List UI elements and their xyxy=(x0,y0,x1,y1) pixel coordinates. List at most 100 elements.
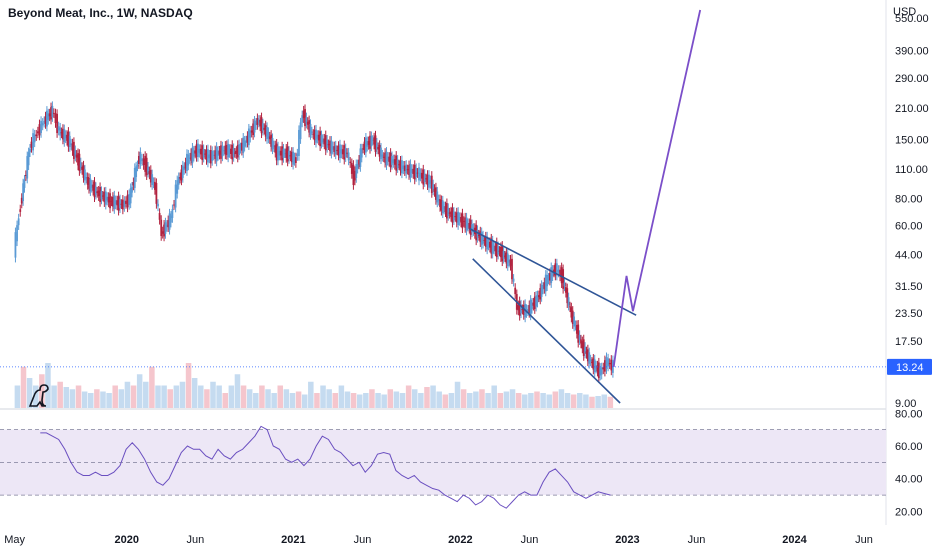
volume-bar xyxy=(424,387,430,408)
candle-body xyxy=(557,269,560,273)
volume-bar xyxy=(540,393,546,408)
volume-bar xyxy=(491,385,497,408)
candle-body xyxy=(585,351,588,354)
candle-body xyxy=(385,151,388,166)
candle-body xyxy=(306,121,309,125)
candle-body xyxy=(145,157,148,176)
candle-body xyxy=(542,286,544,290)
volume-bar xyxy=(381,394,387,408)
candle-body xyxy=(46,110,48,127)
candle-body xyxy=(56,113,58,134)
candle-body xyxy=(422,169,425,185)
candle-body xyxy=(393,159,396,165)
candle-body xyxy=(224,145,227,155)
candle-body xyxy=(395,155,398,171)
candle-body xyxy=(135,166,138,178)
candle-body xyxy=(88,177,90,189)
candle-body xyxy=(201,145,204,161)
rsi-line xyxy=(40,425,611,509)
price-tick-label: 110.00 xyxy=(895,164,928,176)
volume-bar xyxy=(222,393,228,408)
volume-bar xyxy=(75,385,82,408)
candle-body xyxy=(547,277,550,280)
candle-body xyxy=(329,140,331,152)
candle-body xyxy=(71,143,74,152)
candle-body xyxy=(222,150,225,152)
trendline-upper xyxy=(469,227,637,316)
volume-bar xyxy=(216,385,222,408)
candle-body xyxy=(373,137,376,145)
candle-body xyxy=(423,173,426,183)
candle-body xyxy=(267,131,270,139)
candle-body xyxy=(578,334,581,341)
volume-bar xyxy=(411,389,418,408)
candle-body xyxy=(41,122,44,126)
candle-body xyxy=(564,287,567,293)
candle-body xyxy=(458,217,461,221)
candle-body xyxy=(89,178,92,192)
rsi-tick-label: 40.00 xyxy=(895,474,923,486)
candle-body xyxy=(132,182,135,186)
candle-body xyxy=(535,295,538,307)
candle-body xyxy=(73,141,75,159)
volume-bar xyxy=(583,394,589,408)
candle-body xyxy=(465,217,468,231)
volume-bar xyxy=(314,393,320,408)
candle-body xyxy=(602,367,605,370)
candle-body xyxy=(331,146,334,150)
price-tick-label: 17.50 xyxy=(895,336,923,348)
candle-body xyxy=(443,206,446,210)
candle-body xyxy=(33,134,36,143)
candle-body xyxy=(533,296,536,310)
candle-body xyxy=(32,133,34,151)
candle-body xyxy=(133,167,136,188)
volume-bar xyxy=(577,393,583,408)
candle-body xyxy=(347,152,350,161)
candle-body xyxy=(555,263,558,276)
candle-body xyxy=(532,302,535,306)
candle-body xyxy=(499,246,502,258)
dinosaur-icon xyxy=(28,384,49,407)
volume-bar xyxy=(271,393,277,408)
candle-body xyxy=(468,223,471,229)
volume-bar xyxy=(479,389,485,408)
volume-bar xyxy=(589,396,595,408)
volume-bar xyxy=(418,393,424,408)
volume-bar xyxy=(387,389,394,408)
candle-body xyxy=(187,154,190,166)
volume-bar xyxy=(57,381,63,408)
x-tick-label: Jun xyxy=(521,534,539,546)
candle-body xyxy=(114,200,117,205)
candle-body xyxy=(59,127,62,136)
volume-bar xyxy=(509,389,516,408)
volume-bar xyxy=(405,385,412,408)
candle-body xyxy=(301,115,304,123)
candle-body xyxy=(324,135,327,151)
price-tick-label: 80.00 xyxy=(895,194,923,206)
candle-body xyxy=(74,150,77,157)
volume-bar xyxy=(130,385,137,408)
candle-body xyxy=(508,259,511,263)
candle-body xyxy=(93,181,96,198)
candle-body xyxy=(405,164,408,174)
candle-body xyxy=(64,134,67,139)
candle-body xyxy=(198,148,201,153)
candle-body xyxy=(192,150,195,157)
candle-body xyxy=(420,172,423,179)
candle-body xyxy=(137,155,140,165)
candle-body xyxy=(225,145,228,155)
candle-body xyxy=(168,213,171,230)
candle-body xyxy=(398,164,400,166)
price-tick-label: 9.00 xyxy=(895,398,916,410)
candle-body xyxy=(160,219,163,236)
candle-body xyxy=(171,209,174,218)
candle-body xyxy=(190,152,192,161)
candle-body xyxy=(78,153,81,172)
candle-body xyxy=(321,138,324,143)
candle-body xyxy=(100,190,103,200)
candle-body xyxy=(340,149,343,154)
volume-bar xyxy=(356,394,363,408)
candle-body xyxy=(439,199,441,207)
candle-body xyxy=(391,156,393,165)
